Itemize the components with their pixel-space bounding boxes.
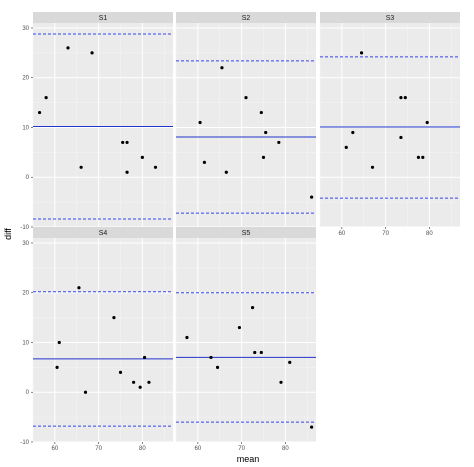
data-point bbox=[310, 195, 314, 199]
data-point bbox=[220, 66, 224, 70]
data-point bbox=[198, 120, 202, 125]
facet-panel-s2: S2 bbox=[175, 12, 316, 228]
data-point bbox=[112, 316, 116, 320]
y-tick-label: -10 bbox=[20, 440, 29, 446]
facet-strip bbox=[176, 12, 316, 23]
y-tick-label: 20 bbox=[22, 76, 29, 82]
data-point bbox=[138, 385, 142, 389]
data-point bbox=[237, 325, 242, 330]
facet-strip-label: S1 bbox=[99, 15, 108, 22]
y-tick-label: 0 bbox=[26, 390, 30, 396]
data-point bbox=[125, 170, 129, 174]
y-tick-label: 30 bbox=[22, 26, 29, 32]
data-point bbox=[202, 160, 207, 164]
data-point bbox=[77, 286, 81, 290]
x-tick-label: 70 bbox=[382, 231, 389, 237]
x-tick-label: 60 bbox=[339, 231, 346, 237]
data-point bbox=[264, 130, 268, 135]
x-tick-label: 80 bbox=[139, 446, 146, 452]
y-axis-title: diff bbox=[3, 228, 13, 240]
facet-panel-s4: S4 -10 0 10 20 30 60 70 80 bbox=[20, 227, 173, 452]
data-point bbox=[224, 170, 228, 174]
data-point bbox=[351, 130, 355, 135]
data-point bbox=[250, 306, 255, 310]
x-tick-label: 70 bbox=[95, 446, 102, 452]
data-point bbox=[79, 165, 83, 169]
data-point bbox=[132, 380, 136, 384]
data-point bbox=[261, 155, 266, 159]
data-point bbox=[244, 96, 248, 100]
data-point bbox=[277, 140, 281, 145]
data-point bbox=[37, 110, 42, 115]
panel-background bbox=[33, 23, 173, 227]
data-point bbox=[90, 51, 94, 55]
data-point bbox=[279, 380, 283, 384]
data-point bbox=[142, 355, 147, 360]
panel-background bbox=[33, 238, 173, 442]
facet-panel-s1: S1 -10 0 10 20 30 bbox=[20, 12, 173, 231]
data-point bbox=[55, 365, 59, 369]
y-tick-label: 0 bbox=[26, 175, 30, 181]
data-point bbox=[121, 140, 125, 145]
y-tick-label: 20 bbox=[22, 291, 29, 297]
data-point bbox=[288, 360, 292, 364]
x-tick-label: 80 bbox=[282, 446, 289, 452]
y-tick-label: -10 bbox=[20, 225, 29, 231]
facet-strip bbox=[33, 12, 173, 23]
data-point bbox=[416, 155, 421, 159]
panel-background bbox=[176, 238, 316, 442]
x-tick-label: 60 bbox=[52, 446, 59, 452]
data-point bbox=[399, 135, 403, 140]
y-tick-label: 10 bbox=[22, 125, 29, 131]
data-point bbox=[359, 51, 364, 55]
data-point bbox=[425, 120, 429, 125]
data-point bbox=[253, 350, 257, 355]
data-point bbox=[259, 110, 263, 115]
data-point bbox=[125, 140, 129, 145]
data-point bbox=[209, 355, 213, 360]
data-point bbox=[140, 155, 144, 159]
panel-background bbox=[176, 23, 316, 227]
data-point bbox=[185, 335, 189, 340]
facet-strip-label: S5 bbox=[242, 230, 251, 237]
data-point bbox=[370, 165, 375, 169]
data-point bbox=[147, 380, 151, 384]
facet-strip bbox=[320, 12, 460, 23]
y-tick-label: 30 bbox=[22, 241, 29, 247]
data-point bbox=[421, 155, 425, 159]
facet-strip-label: S4 bbox=[99, 230, 108, 237]
data-point bbox=[57, 340, 61, 345]
facet-strip bbox=[33, 227, 173, 238]
facet-strip-label: S3 bbox=[386, 15, 395, 22]
data-point bbox=[310, 425, 314, 429]
panel-background bbox=[320, 23, 460, 227]
x-tick-label: 80 bbox=[426, 231, 433, 237]
data-point bbox=[153, 165, 158, 169]
x-tick-label: 70 bbox=[238, 446, 245, 452]
panels-layer: S1 -10 0 10 20 30 S2 S3 60 70 80 S4 -10 0 10 20 30 60 70 80… bbox=[20, 12, 460, 452]
data-point bbox=[403, 96, 407, 100]
data-point bbox=[44, 96, 48, 100]
facet-panel-s3: S3 60 70 80 bbox=[319, 12, 460, 237]
x-axis-title: mean bbox=[237, 454, 260, 464]
data-point bbox=[66, 46, 70, 50]
data-point bbox=[259, 350, 263, 355]
x-tick-label: 60 bbox=[195, 446, 202, 452]
facet-strip-label: S2 bbox=[242, 15, 251, 22]
facet-panel-s5: S5 60 70 80 bbox=[175, 227, 316, 452]
data-point bbox=[215, 365, 220, 369]
data-point bbox=[118, 370, 123, 374]
data-point bbox=[344, 145, 348, 149]
data-point bbox=[83, 390, 88, 394]
data-point bbox=[399, 96, 403, 100]
facet-strip bbox=[176, 227, 316, 238]
y-tick-label: 10 bbox=[22, 340, 29, 346]
